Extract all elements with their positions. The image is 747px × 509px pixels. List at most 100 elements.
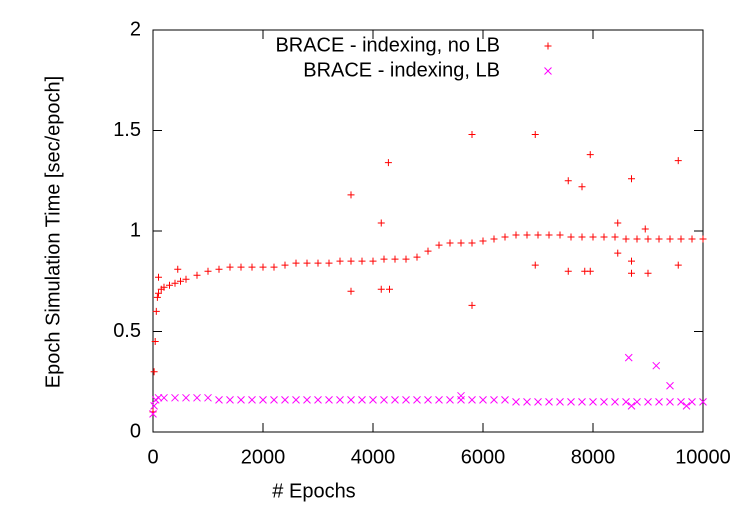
- point: [435, 241, 443, 249]
- point: [391, 395, 399, 404]
- point: [151, 338, 159, 346]
- point: [336, 395, 344, 404]
- point: [589, 397, 597, 406]
- point: [377, 219, 385, 227]
- point: [314, 259, 322, 267]
- point: [641, 225, 649, 233]
- point: [688, 397, 696, 406]
- point: [633, 397, 641, 406]
- point: [270, 263, 278, 271]
- point: [611, 233, 619, 241]
- point: [633, 235, 641, 243]
- point: [586, 151, 594, 159]
- point: [644, 269, 652, 277]
- point: [325, 259, 333, 267]
- point: [204, 267, 212, 275]
- point: [674, 261, 682, 269]
- point: [644, 397, 652, 406]
- point: [468, 301, 476, 309]
- point: [677, 235, 685, 243]
- point: [501, 233, 509, 241]
- x-tick-label: 4000: [351, 446, 396, 468]
- point: [655, 235, 663, 243]
- point: [358, 257, 366, 265]
- y-tick-label: 1: [130, 219, 141, 241]
- point: [259, 263, 267, 271]
- point: [468, 131, 476, 139]
- point: [270, 395, 278, 404]
- point: [386, 285, 393, 293]
- point: [215, 265, 223, 273]
- point: [226, 395, 234, 404]
- point: [325, 395, 333, 404]
- point: [652, 361, 661, 370]
- point: [248, 263, 256, 271]
- point: [534, 397, 542, 406]
- point: [281, 395, 289, 404]
- point: [402, 255, 410, 263]
- point: [413, 395, 421, 404]
- point: [391, 255, 399, 263]
- point: [468, 239, 476, 247]
- plot-frame: [152, 29, 704, 433]
- point: [622, 397, 630, 406]
- point: [154, 393, 163, 402]
- legend-label: BRACE - indexing, no LB: [275, 34, 500, 56]
- point: [226, 263, 234, 271]
- point: [237, 395, 245, 404]
- point: [523, 231, 531, 239]
- y-tick-label: 1.5: [113, 119, 141, 141]
- point: [435, 395, 443, 404]
- point: [666, 397, 674, 406]
- point: [369, 257, 377, 265]
- point: [358, 395, 366, 404]
- point: [589, 233, 597, 241]
- point: [402, 395, 410, 404]
- point: [347, 191, 355, 199]
- point: [564, 177, 572, 185]
- point: [182, 393, 190, 402]
- point: [171, 279, 179, 287]
- x-tick-label: 6000: [461, 446, 506, 468]
- point: [586, 267, 594, 275]
- x-tick-label: 10000: [675, 446, 731, 468]
- point: [545, 397, 553, 406]
- point: [152, 307, 160, 315]
- point: [204, 393, 212, 402]
- point: [237, 263, 245, 271]
- point: [479, 237, 487, 245]
- point: [171, 393, 179, 402]
- point: [600, 397, 608, 406]
- point: [628, 257, 635, 265]
- point: [512, 231, 520, 239]
- point: [177, 277, 184, 285]
- point: [446, 239, 454, 247]
- point: [292, 259, 300, 267]
- point: [166, 281, 173, 289]
- point: [174, 265, 182, 273]
- point: [490, 235, 498, 243]
- point: [628, 269, 635, 277]
- point: [531, 261, 539, 269]
- point: [215, 395, 223, 404]
- point: [567, 397, 575, 406]
- point: [666, 235, 674, 243]
- point: [677, 397, 685, 406]
- point: [149, 410, 157, 418]
- point: [468, 395, 476, 404]
- point: [578, 397, 586, 406]
- point: [512, 397, 520, 406]
- y-tick-label: 2: [130, 18, 141, 40]
- point: [160, 283, 168, 291]
- point: [303, 259, 311, 267]
- point: [556, 231, 564, 239]
- x-tick-label: 8000: [571, 446, 616, 468]
- point: [655, 397, 663, 406]
- x-tick-label: 2000: [241, 446, 286, 468]
- point: [193, 393, 201, 402]
- point: [600, 233, 608, 241]
- point: [624, 353, 633, 362]
- point: [314, 395, 322, 404]
- point: [674, 157, 682, 165]
